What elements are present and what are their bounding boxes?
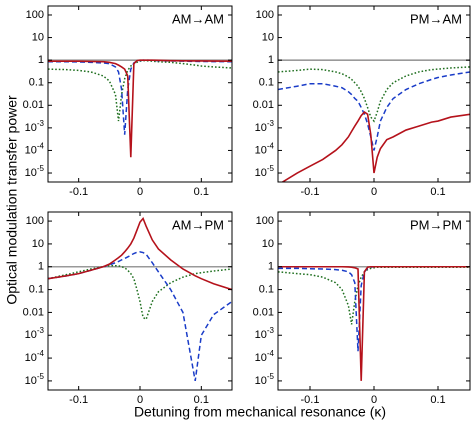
y-tick-label: 10-3 — [25, 326, 45, 341]
series-line — [278, 266, 470, 325]
series-line — [278, 71, 470, 151]
x-tick-label: 0.1 — [194, 186, 209, 198]
y-tick-label: 10-4 — [25, 349, 45, 364]
y-tick-label: 0.1 — [29, 283, 44, 295]
y-tick-label: 0.1 — [29, 77, 44, 89]
y-tick-label: 10 — [262, 238, 274, 250]
x-tick-label: -0.1 — [301, 394, 320, 406]
panel-title: AM→PM — [172, 217, 224, 232]
y-axis-label: Optical modulation transfer power — [4, 95, 20, 305]
y-tick-label: 10-3 — [255, 119, 275, 134]
y-tick-label: 1 — [38, 261, 44, 273]
x-tick-label: 0 — [137, 394, 143, 406]
y-tick-label: 1 — [268, 54, 274, 66]
y-tick-label: 10-3 — [25, 119, 45, 134]
y-tick-label: 10-3 — [255, 326, 275, 341]
y-tick-label: 100 — [26, 9, 44, 21]
series-line — [48, 59, 232, 135]
y-tick-label: 1 — [38, 54, 44, 66]
series-line — [48, 265, 232, 321]
y-tick-label: 10 — [32, 238, 44, 250]
y-tick-label: 0.01 — [23, 99, 44, 111]
x-tick-label: 0.1 — [430, 186, 445, 198]
plot-area — [48, 59, 232, 158]
y-tick-label: 10-4 — [255, 349, 275, 364]
y-tick-label: 0.01 — [253, 306, 274, 318]
plot-frame — [277, 211, 471, 391]
series-line — [281, 111, 470, 182]
y-tick-label: 100 — [256, 9, 274, 21]
series-line — [278, 265, 470, 381]
y-tick-label: 10-5 — [25, 372, 45, 387]
x-tick-label: -0.1 — [301, 186, 320, 198]
y-tick-label: 1 — [268, 261, 274, 273]
series-line — [278, 66, 470, 123]
series-line — [278, 266, 470, 352]
plot-frame — [277, 5, 471, 183]
y-tick-label: 10-5 — [255, 372, 275, 387]
y-tick-label: 0.1 — [259, 77, 274, 89]
y-tick-label: 0.1 — [259, 283, 274, 295]
plot-frame — [47, 5, 233, 183]
plot-area — [48, 216, 232, 382]
x-tick-label: 0 — [371, 186, 377, 198]
series-line — [48, 59, 232, 158]
x-tick-label: 0.1 — [194, 394, 209, 406]
x-tick-label: 0 — [137, 186, 143, 198]
x-tick-label: 0 — [371, 394, 377, 406]
y-tick-label: 100 — [26, 215, 44, 227]
panel-title: PM→AM — [410, 11, 462, 26]
x-axis-label: Detuning from mechanical resonance (κ) — [134, 404, 386, 420]
series-line — [48, 216, 232, 291]
x-tick-label: -0.1 — [69, 186, 88, 198]
x-tick-label: 0.1 — [430, 394, 445, 406]
series-line — [48, 59, 232, 122]
panel-title: AM→AM — [172, 11, 224, 26]
plot-area — [278, 265, 470, 381]
x-tick-label: -0.1 — [69, 394, 88, 406]
y-tick-label: 10 — [262, 31, 274, 43]
y-tick-label: 10-4 — [255, 142, 275, 157]
y-tick-label: 10-4 — [25, 142, 45, 157]
y-tick-label: 10-5 — [25, 164, 45, 179]
panel-title: PM→PM — [410, 217, 462, 232]
y-tick-label: 10 — [32, 31, 44, 43]
y-tick-label: 100 — [256, 215, 274, 227]
y-tick-label: 0.01 — [23, 306, 44, 318]
y-tick-label: 0.01 — [253, 99, 274, 111]
series-line — [48, 251, 232, 382]
y-tick-label: 10-5 — [255, 164, 275, 179]
plot-area — [278, 59, 470, 182]
